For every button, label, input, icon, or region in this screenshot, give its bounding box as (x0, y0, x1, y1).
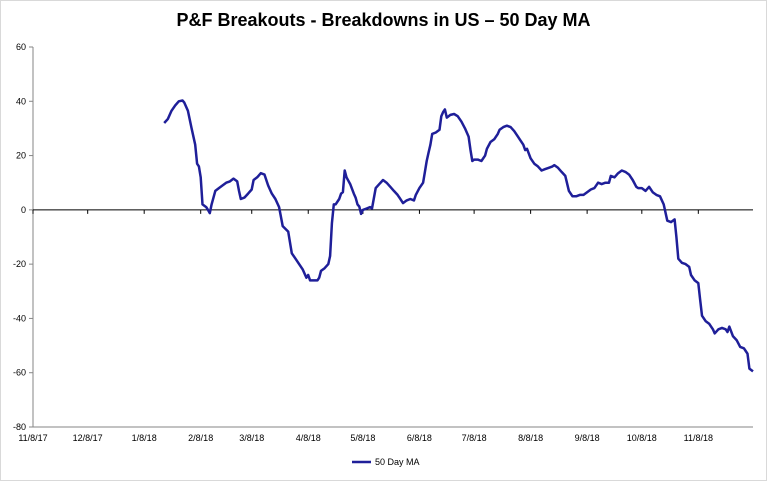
x-tick-label: 1/8/18 (132, 433, 157, 443)
x-tick-label: 8/8/18 (518, 433, 543, 443)
legend-label: 50 Day MA (375, 457, 420, 467)
x-tick-label: 10/8/18 (627, 433, 657, 443)
legend: 50 Day MA (352, 457, 420, 467)
chart-title: P&F Breakouts - Breakdowns in US – 50 Da… (176, 10, 591, 30)
x-tick-label: 9/8/18 (575, 433, 600, 443)
y-tick-label: 20 (16, 151, 26, 161)
y-tick-label: -20 (13, 259, 26, 269)
x-axis: 11/8/17 12/8/17 1/8/18 2/8/18 3/8/18 4/8/18 5/… (18, 209, 753, 443)
x-tick-label: 6/8/18 (407, 433, 432, 443)
x-tick-label: 12/8/17 (73, 433, 103, 443)
series-group (163, 99, 754, 373)
x-tick-label: 2/8/18 (188, 433, 213, 443)
series-line-50-day-ma (163, 99, 754, 373)
x-tick-label: 3/8/18 (239, 433, 264, 443)
x-tick-label: 5/8/18 (350, 433, 375, 443)
y-tick-label: 0 (21, 205, 26, 215)
x-tick-label: 11/8/17 (18, 433, 47, 443)
y-tick-label: -80 (13, 422, 26, 432)
y-tick-label: 40 (16, 96, 26, 106)
y-tick-label: 60 (16, 42, 26, 52)
y-tick-label: -40 (13, 313, 26, 323)
y-axis: 60 40 20 0 -20 -40 -60 -80 (13, 42, 34, 432)
x-tick-label: 7/8/18 (462, 433, 487, 443)
x-tick-label: 4/8/18 (296, 433, 321, 443)
x-tick-label: 11/8/18 (684, 433, 713, 443)
y-tick-label: -60 (13, 368, 26, 378)
